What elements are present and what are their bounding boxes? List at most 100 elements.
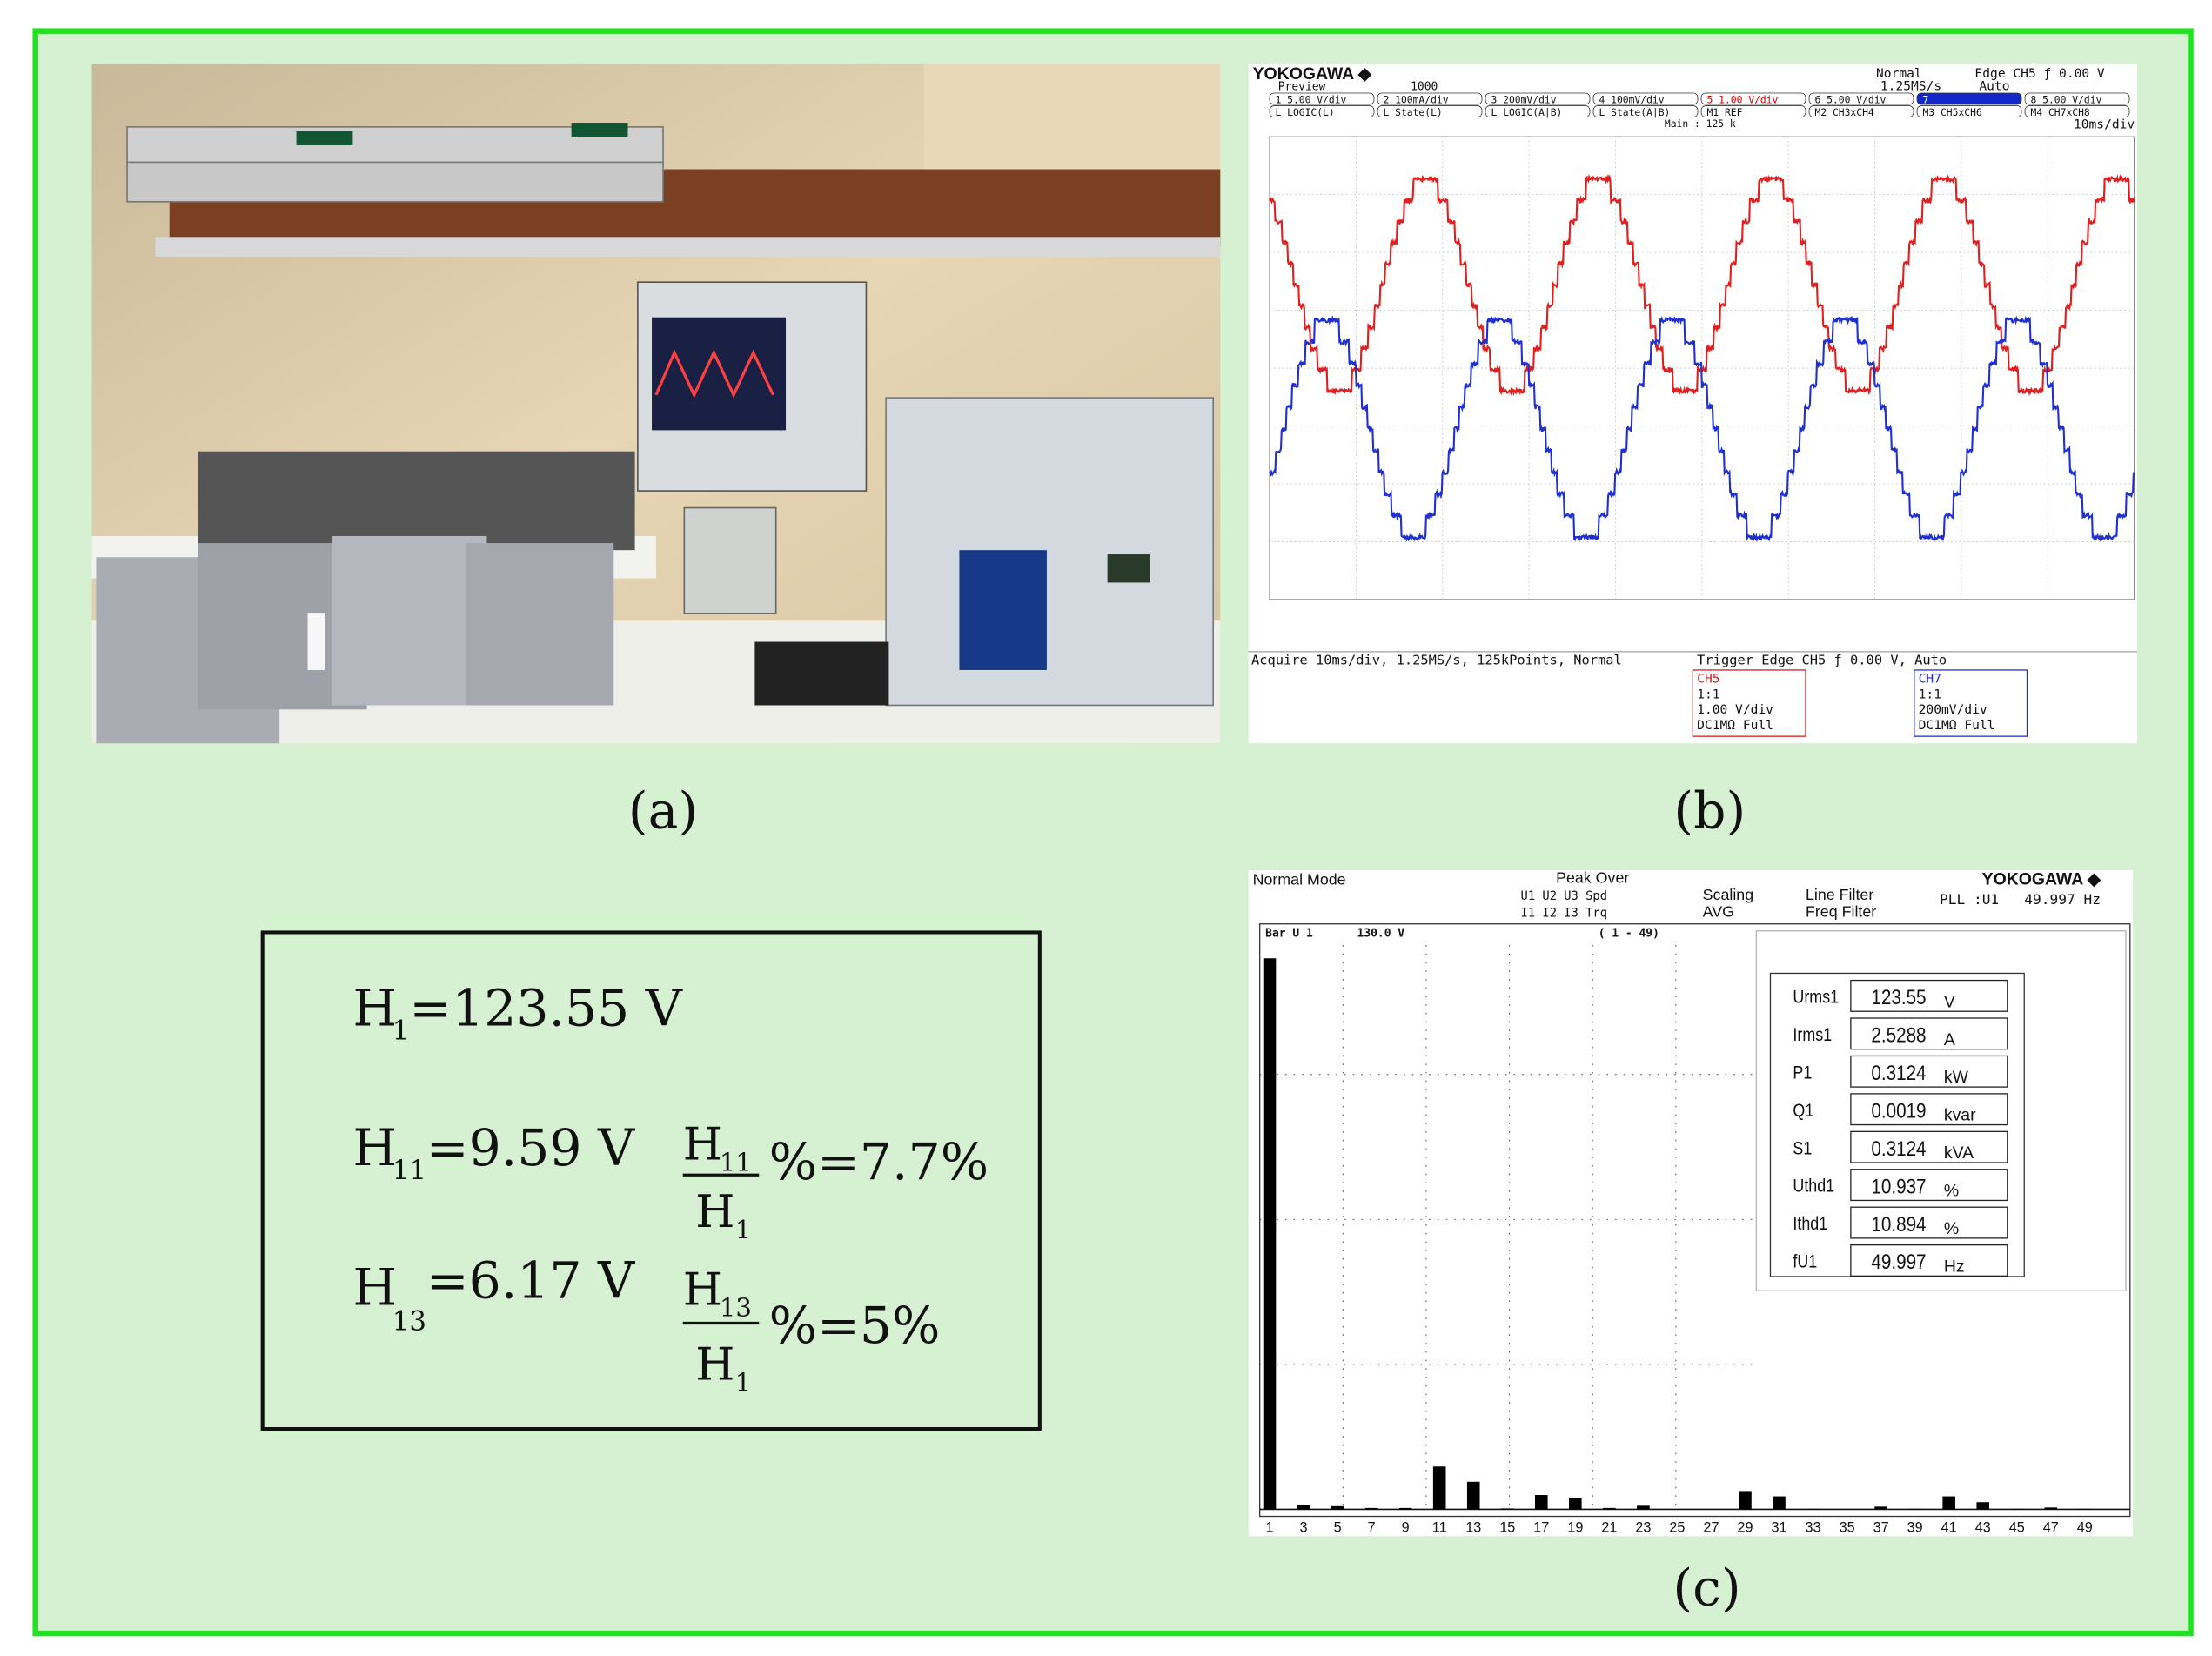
channel-label: 4 100mV/div: [1599, 93, 1665, 105]
x-tick-label: 15: [1499, 1519, 1515, 1535]
bar: [1297, 1505, 1310, 1509]
eq-percent: %=5%: [769, 1296, 941, 1355]
heatsink: [332, 536, 486, 706]
scope-text: Preview: [1278, 81, 1326, 94]
x-tick-label: 35: [1840, 1519, 1855, 1535]
measure-value: 10.894: [1871, 1212, 1926, 1236]
measure-unit: Hz: [1944, 1257, 1965, 1276]
bar: [1773, 1497, 1786, 1510]
measure-name: Q1: [1793, 1101, 1813, 1122]
scope-text: Auto: [1979, 79, 2009, 94]
eq-symbol: H: [352, 1257, 397, 1317]
x-tick-label: 47: [2043, 1519, 2059, 1535]
channel-info: CH7: [1919, 672, 1941, 687]
x-tick-label: 33: [1806, 1519, 1821, 1535]
analyzer-text: Normal Mode: [1253, 870, 1346, 888]
measure-value: 2.5288: [1871, 1023, 1926, 1047]
analyzer-text: ( 1 - 49): [1599, 927, 1659, 940]
bar: [1603, 1508, 1616, 1510]
bar: [1806, 1509, 1820, 1510]
channel-label: L State(L): [1384, 106, 1443, 118]
channel-info: 200mV/div: [1919, 702, 1987, 717]
channel-label: 5 1.00 V/div: [1707, 93, 1779, 105]
x-tick-label: 1: [1266, 1519, 1274, 1535]
x-tick-label: 39: [1907, 1519, 1923, 1535]
analyzer-display: [1108, 554, 1150, 582]
power-analyzer: [886, 398, 1213, 705]
shelf-rail: [155, 237, 1220, 257]
scope-text: 1000: [1411, 81, 1438, 94]
x-tick-label: 25: [1669, 1519, 1685, 1535]
analyzer-text: Scaling: [1703, 886, 1753, 903]
x-tick-label: 37: [1873, 1519, 1889, 1535]
channel-info: 1.00 V/div: [1697, 702, 1773, 717]
bar: [1365, 1508, 1378, 1510]
panel-label: (a): [628, 781, 698, 841]
heatsink: [466, 543, 613, 705]
eq-value: =123.55 V: [409, 978, 683, 1037]
measure-unit: %: [1944, 1219, 1959, 1238]
analyzer-text: Peak Over: [1556, 869, 1629, 887]
channel-info: CH5: [1697, 672, 1719, 687]
analyzer-text: Bar U 1: [1265, 927, 1313, 940]
channel-info: DC1MΩ Full: [1919, 718, 1995, 733]
channel-info: 1:1: [1919, 687, 1941, 701]
channel-label: L State(A|B): [1599, 106, 1671, 118]
measure-unit: kvar: [1944, 1106, 1976, 1125]
eq-symbol: H: [352, 1118, 397, 1177]
bar: [1467, 1482, 1480, 1510]
x-tick-label: 9: [1402, 1519, 1410, 1535]
measure-name: Irms1: [1793, 1025, 1832, 1046]
bar: [1569, 1498, 1582, 1509]
analyzer-text: I1 I2 I3 Trq: [1521, 907, 1607, 921]
measure-name: fU1: [1793, 1251, 1817, 1272]
analyzer-screen: [959, 550, 1046, 670]
sensor: [308, 613, 325, 670]
eq-symbol: H: [352, 978, 397, 1037]
analyzer-text: U1 U2 U3 Spd: [1521, 889, 1607, 903]
measure-value: 0.3124: [1871, 1061, 1926, 1084]
eq-subscript: 13: [392, 1306, 426, 1338]
eq-percent: %=7.7%: [769, 1132, 989, 1191]
bar: [1637, 1505, 1650, 1509]
eq-denominator: H: [695, 1186, 734, 1238]
eq-subscript: 1: [735, 1367, 752, 1397]
bar: [1331, 1506, 1344, 1510]
x-tick-label: 21: [1601, 1519, 1617, 1535]
channel-info: 1:1: [1697, 687, 1719, 701]
brand: YOKOGAWA ◆: [1982, 869, 2101, 888]
x-tick-label: 5: [1334, 1519, 1342, 1535]
eq-subscript: 13: [720, 1292, 752, 1322]
x-tick-label: 17: [1533, 1519, 1549, 1535]
measure-name: Urms1: [1793, 987, 1839, 1008]
channel-label: 7: [1923, 93, 1929, 105]
measure-value: 49.997: [1871, 1250, 1926, 1274]
channel-label: M1 REF: [1707, 106, 1743, 118]
x-tick-label: 41: [1941, 1519, 1957, 1535]
measure-name: Uthd1: [1793, 1176, 1834, 1197]
bar: [1739, 1491, 1752, 1509]
analyzer-text: AVG: [1703, 903, 1734, 921]
bar: [1501, 1508, 1514, 1509]
eq-denominator: H: [695, 1338, 734, 1391]
bar: [1535, 1495, 1548, 1509]
x-tick-label: 3: [1300, 1519, 1308, 1535]
x-tick-label: 19: [1567, 1519, 1583, 1535]
display: [297, 131, 353, 145]
scope-text: Acquire 10ms/div, 1.25MS/s, 125kPoints, …: [1251, 652, 1622, 667]
photo: [92, 64, 1221, 743]
scope-text: 10ms/div: [2074, 117, 2135, 132]
measure-value: 123.55: [1871, 986, 1926, 1009]
bar: [1433, 1466, 1446, 1509]
x-tick-label: 27: [1703, 1519, 1719, 1535]
measure-unit: %: [1944, 1182, 1959, 1201]
analyzer-text: PLL :U1: [1940, 891, 1999, 908]
scope-screen: [652, 318, 786, 431]
eq-numerator: H: [683, 1118, 722, 1170]
x-tick-label: 31: [1772, 1519, 1787, 1535]
x-tick-label: 13: [1465, 1519, 1481, 1535]
measure-name: P1: [1793, 1063, 1812, 1083]
analyzer-text: 130.0 V: [1357, 927, 1405, 940]
measure-name: Ithd1: [1793, 1214, 1827, 1235]
